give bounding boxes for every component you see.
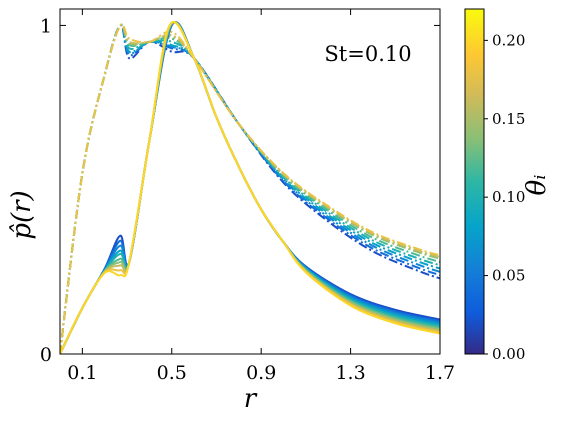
y-tick-label: 1 [40,15,52,37]
dashdot-curve [60,24,440,354]
x-axis: 0.1 0.5 0.9 1.3 1.7 [67,9,455,384]
dashdot-curve [60,23,440,354]
x-tick-label: 1.3 [335,362,365,384]
x-tick-label: 1.7 [425,362,455,384]
colorbar-tick-label: 0.15 [492,110,525,128]
colorbar-tick-label: 0.10 [492,188,525,206]
colorbar-ticks: 0.00 0.05 0.10 0.15 0.20 [484,31,525,363]
dashdot-curve [60,23,440,354]
colorbar-tick-label: 0.05 [492,267,525,285]
colorbar-title: θᵢ [522,175,552,196]
solid-curve-family [60,21,440,354]
y-tick-label: 0 [40,344,52,366]
dashdot-curve [60,24,440,354]
colorbar-tick-label: 0.20 [492,31,525,49]
y-axis: 01 [40,15,440,366]
dashdot-curve-family [60,23,440,354]
colorbar-tick-label: 0.00 [492,345,525,363]
x-axis-title: r [244,384,258,414]
y-axis-title: p̂(r) [7,190,37,239]
x-tick-label: 0.9 [246,362,276,384]
colorbar: 0.00 0.05 0.10 0.15 0.20 θᵢ [464,8,552,363]
plot-frame [59,8,441,355]
colorbar-gradient [464,8,485,355]
stokes-annotation: St=0.10 [324,42,411,66]
dashdot-curve [60,24,440,354]
x-tick-label: 0.5 [157,362,187,384]
dashdot-curve [60,24,440,354]
solid-curve [60,21,440,354]
x-tick-label: 0.1 [67,362,97,384]
dashdot-curve [60,23,440,354]
